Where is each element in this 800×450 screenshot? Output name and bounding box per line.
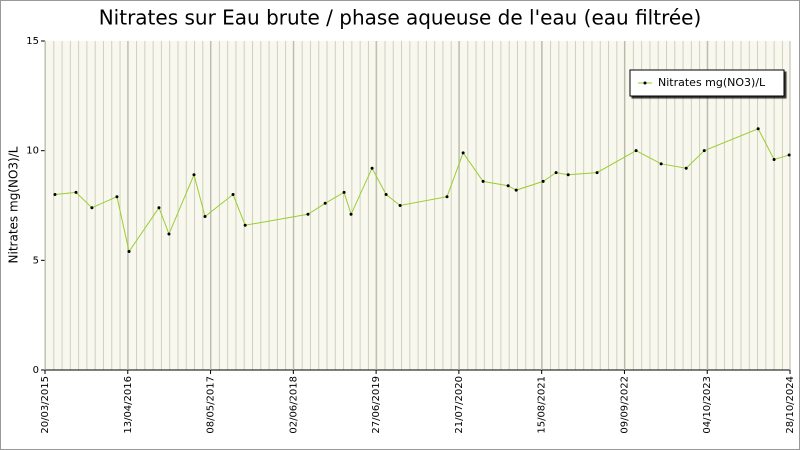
data-point bbox=[192, 173, 196, 177]
data-point bbox=[461, 151, 465, 155]
data-point bbox=[445, 195, 449, 199]
data-point bbox=[203, 214, 207, 218]
x-tick-label: 08/05/2017 bbox=[206, 376, 217, 434]
x-tick-label: 04/10/2023 bbox=[702, 376, 713, 434]
data-point bbox=[506, 184, 510, 188]
data-point bbox=[566, 173, 570, 177]
legend-label: Nitrates mg(NO3)/L bbox=[658, 76, 766, 89]
data-point bbox=[541, 179, 545, 183]
y-axis-label: Nitrates mg(NO3)/L bbox=[7, 146, 21, 263]
data-point bbox=[370, 166, 374, 170]
data-point bbox=[90, 206, 94, 210]
data-point bbox=[167, 232, 171, 236]
data-point bbox=[684, 166, 688, 170]
data-point bbox=[481, 179, 485, 183]
data-point bbox=[243, 223, 247, 227]
data-point bbox=[702, 149, 706, 153]
y-tick-label: 5 bbox=[33, 255, 39, 266]
data-point bbox=[595, 171, 599, 175]
data-point bbox=[115, 195, 119, 199]
data-point bbox=[157, 206, 161, 210]
data-point bbox=[756, 127, 760, 131]
data-point bbox=[384, 193, 388, 197]
y-tick-label: 10 bbox=[26, 146, 39, 157]
chart-title: Nitrates sur Eau brute / phase aqueuse d… bbox=[99, 6, 702, 30]
legend-marker bbox=[643, 81, 647, 85]
data-point bbox=[231, 193, 235, 197]
y-tick-label: 15 bbox=[26, 36, 39, 47]
x-tick-label: 27/06/2019 bbox=[371, 376, 382, 434]
x-tick-label: 20/03/2015 bbox=[40, 376, 51, 434]
x-tick-label: 21/07/2020 bbox=[454, 376, 465, 434]
data-point bbox=[306, 212, 310, 216]
y-tick-label: 0 bbox=[33, 365, 39, 376]
data-point bbox=[659, 162, 663, 166]
legend: Nitrates mg(NO3)/L bbox=[629, 69, 785, 97]
data-point bbox=[127, 250, 131, 254]
x-tick-label: 15/08/2021 bbox=[537, 376, 548, 434]
data-point bbox=[514, 188, 518, 192]
data-point bbox=[398, 204, 402, 207]
data-point bbox=[554, 171, 558, 175]
data-point bbox=[53, 193, 57, 197]
series-line bbox=[54, 128, 790, 253]
x-tick-label: 02/06/2018 bbox=[288, 376, 299, 434]
data-point bbox=[349, 212, 353, 216]
data-point bbox=[772, 157, 776, 161]
x-tick-label: 28/10/2024 bbox=[785, 376, 796, 434]
x-tick-label: 13/04/2016 bbox=[123, 376, 134, 434]
data-point bbox=[787, 153, 791, 157]
x-tick-label: 09/09/2022 bbox=[619, 376, 630, 434]
legend-box bbox=[629, 69, 785, 97]
data-point bbox=[74, 190, 78, 194]
data-point bbox=[323, 201, 327, 205]
data-point bbox=[634, 149, 638, 153]
data-point bbox=[342, 190, 346, 194]
